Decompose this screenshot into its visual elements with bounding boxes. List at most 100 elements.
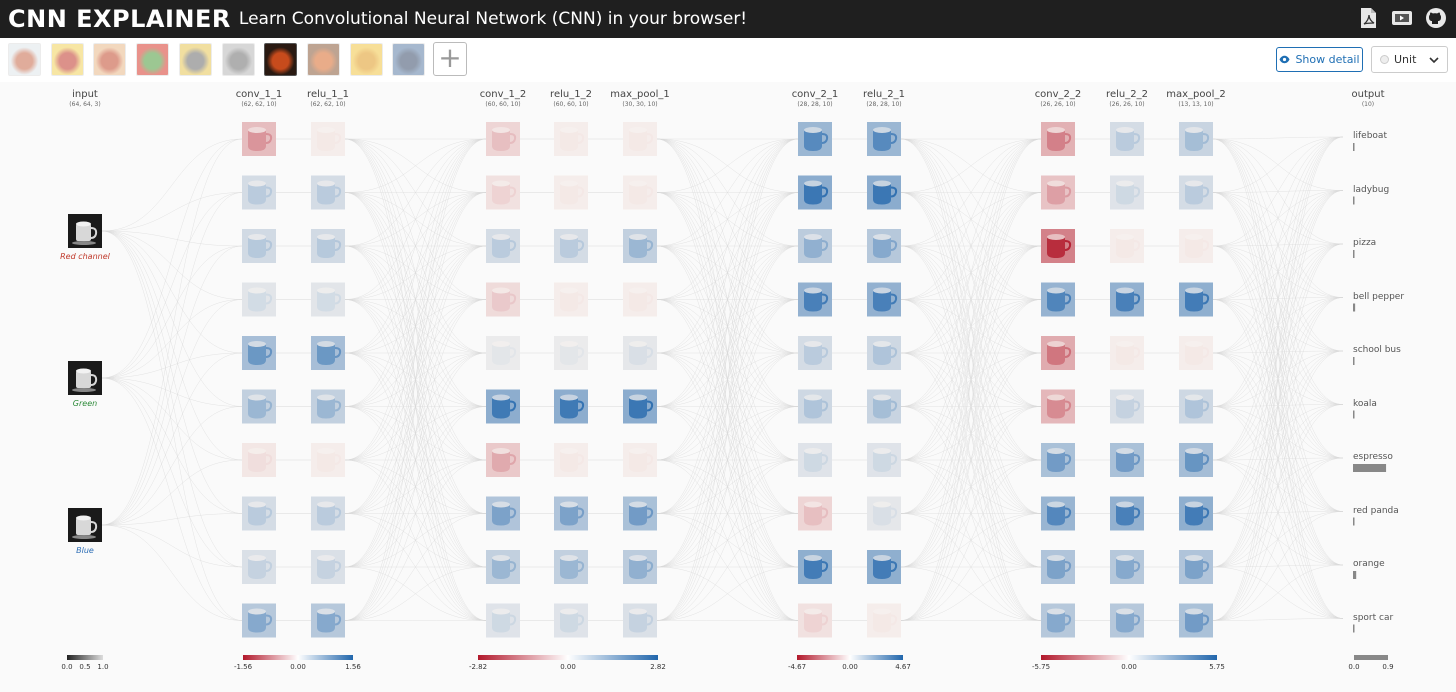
feature-map-node[interactable]	[1179, 229, 1213, 263]
feature-map-node[interactable]	[867, 496, 901, 531]
feature-map-node[interactable]	[623, 443, 657, 477]
feature-map-node[interactable]	[798, 122, 832, 156]
thumbnail-pizza[interactable]	[93, 43, 127, 76]
feature-map-node[interactable]	[1110, 229, 1144, 263]
feature-map-node[interactable]	[311, 443, 345, 477]
feature-map-node[interactable]	[554, 229, 588, 263]
feature-map-node[interactable]	[242, 389, 276, 424]
feature-map-node[interactable]	[1041, 389, 1075, 424]
feature-map-node[interactable]	[1041, 229, 1075, 263]
feature-map-node[interactable]	[623, 603, 657, 638]
feature-map-node[interactable]	[242, 229, 276, 263]
feature-map-node[interactable]	[798, 229, 832, 263]
thumbnail-sport-car[interactable]	[392, 43, 426, 76]
feature-map-node[interactable]	[486, 282, 520, 317]
feature-map-node[interactable]	[486, 550, 520, 584]
feature-map-node[interactable]	[242, 603, 276, 638]
feature-map-node[interactable]	[554, 336, 588, 370]
feature-map-node[interactable]	[867, 175, 901, 210]
feature-map-node[interactable]	[242, 443, 276, 477]
output-class-label[interactable]: sport car	[1353, 612, 1394, 623]
feature-map-node[interactable]	[242, 550, 276, 584]
thumbnail-bell-pepper[interactable]	[136, 43, 170, 76]
feature-map-node[interactable]	[798, 175, 832, 210]
feature-map-node[interactable]	[798, 496, 832, 531]
feature-map-node[interactable]	[867, 550, 901, 584]
feature-map-node[interactable]	[311, 336, 345, 370]
feature-map-node[interactable]	[1179, 550, 1213, 584]
feature-map-node[interactable]	[623, 389, 657, 424]
feature-map-node[interactable]	[554, 496, 588, 531]
thumbnail-lifeboat[interactable]	[8, 43, 41, 76]
feature-map-node[interactable]	[486, 336, 520, 370]
thumbnail-school-bus[interactable]	[178, 43, 212, 76]
feature-map-node[interactable]	[554, 282, 588, 317]
feature-map-node[interactable]	[798, 336, 832, 370]
feature-map-node[interactable]	[1179, 443, 1213, 477]
output-class-label[interactable]: lifeboat	[1353, 131, 1387, 141]
output-class-label[interactable]: bell pepper	[1353, 291, 1405, 302]
output-class-label[interactable]: pizza	[1353, 238, 1377, 248]
output-class-label[interactable]: school bus	[1353, 345, 1401, 355]
feature-map-node[interactable]	[867, 122, 901, 156]
feature-map-node[interactable]	[486, 496, 520, 531]
feature-map-node[interactable]	[1041, 603, 1075, 638]
output-class-label[interactable]: ladybug	[1353, 184, 1390, 195]
output-class-label[interactable]: koala	[1353, 398, 1377, 409]
feature-map-node[interactable]	[623, 336, 657, 370]
feature-map-node[interactable]	[242, 336, 276, 370]
feature-map-node[interactable]	[623, 496, 657, 531]
feature-map-node[interactable]	[311, 282, 345, 317]
feature-map-node[interactable]	[1110, 122, 1144, 156]
feature-map-node[interactable]	[311, 550, 345, 584]
feature-map-node[interactable]	[554, 122, 588, 156]
feature-map-node[interactable]	[311, 496, 345, 531]
feature-map-node[interactable]	[1110, 603, 1144, 638]
feature-map-node[interactable]	[1041, 443, 1075, 477]
feature-map-node[interactable]	[798, 282, 832, 317]
github-icon[interactable]	[1424, 6, 1448, 30]
feature-map-node[interactable]	[1041, 282, 1075, 317]
feature-map-node[interactable]	[798, 550, 832, 584]
feature-map-node[interactable]	[867, 229, 901, 263]
feature-map-node[interactable]	[242, 282, 276, 317]
feature-map-node[interactable]	[1110, 175, 1144, 210]
feature-map-node[interactable]	[867, 282, 901, 317]
unit-select[interactable]: Unit	[1371, 46, 1448, 73]
feature-map-node[interactable]	[242, 175, 276, 210]
feature-map-node[interactable]	[242, 122, 276, 156]
feature-map-node[interactable]	[798, 443, 832, 477]
feature-map-node[interactable]	[623, 550, 657, 584]
thumbnail-orange[interactable]	[349, 43, 383, 76]
feature-map-node[interactable]	[486, 603, 520, 638]
feature-map-node[interactable]	[623, 282, 657, 317]
feature-map-node[interactable]	[1179, 175, 1213, 210]
feature-map-node[interactable]	[1041, 122, 1075, 156]
output-class-label[interactable]: red panda	[1353, 505, 1399, 516]
feature-map-node[interactable]	[1179, 336, 1213, 370]
feature-map-node[interactable]	[486, 122, 520, 156]
feature-map-node[interactable]	[623, 122, 657, 156]
feature-map-node[interactable]	[1110, 496, 1144, 531]
feature-map-node[interactable]	[486, 443, 520, 477]
feature-map-node[interactable]	[798, 603, 832, 638]
feature-map-node[interactable]	[242, 496, 276, 531]
feature-map-node[interactable]	[623, 175, 657, 210]
feature-map-node[interactable]	[1041, 336, 1075, 370]
output-class-label[interactable]: orange	[1353, 559, 1385, 569]
feature-map-node[interactable]	[311, 122, 345, 156]
feature-map-node[interactable]	[554, 550, 588, 584]
feature-map-node[interactable]	[1110, 550, 1144, 584]
feature-map-node[interactable]	[1179, 389, 1213, 424]
feature-map-node[interactable]	[554, 443, 588, 477]
feature-map-node[interactable]	[1041, 496, 1075, 531]
feature-map-node[interactable]	[311, 229, 345, 263]
feature-map-node[interactable]	[867, 443, 901, 477]
feature-map-node[interactable]	[554, 603, 588, 638]
thumbnail-red-panda[interactable]	[306, 43, 340, 76]
thumbnail-ladybug[interactable]	[50, 43, 84, 76]
add-image-button[interactable]: +	[433, 42, 467, 76]
input-node[interactable]	[68, 214, 102, 248]
feature-map-node[interactable]	[623, 229, 657, 263]
feature-map-node[interactable]	[311, 603, 345, 638]
